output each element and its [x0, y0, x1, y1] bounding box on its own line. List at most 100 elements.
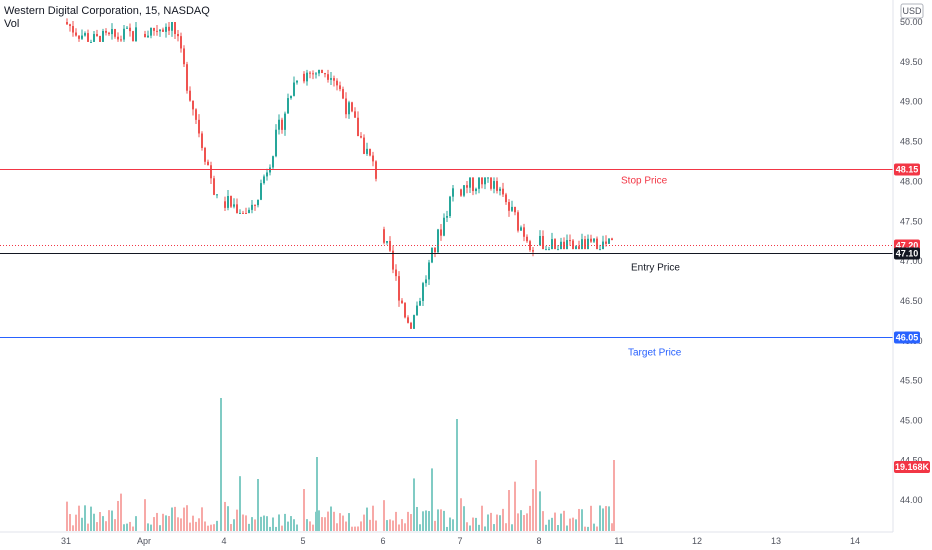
entry-price-label: Entry Price — [631, 263, 680, 274]
volume-bar — [587, 526, 589, 531]
volume-bar — [419, 524, 421, 531]
volume-bar — [460, 498, 462, 531]
candle-body — [502, 188, 504, 195]
candle-body — [472, 177, 474, 192]
candle-body — [542, 236, 544, 250]
candle-body — [584, 239, 586, 250]
volume-bar — [114, 519, 116, 531]
volume-bar — [102, 516, 104, 531]
candle-body — [578, 246, 580, 250]
candle-body — [159, 29, 161, 32]
price-axis[interactable]: 44.0044.5045.0045.5046.0046.5047.0047.50… — [900, 17, 923, 505]
candle-body — [242, 212, 244, 214]
volume-bar — [605, 506, 607, 531]
volume-bar — [309, 521, 311, 531]
volume-bar — [514, 481, 516, 531]
volume-legend[interactable]: Vol — [4, 18, 20, 30]
candle-body — [81, 35, 83, 39]
price-tick-label: 45.00 — [900, 416, 923, 426]
volume-bar — [563, 510, 565, 531]
svg-text:46.05: 46.05 — [896, 333, 919, 343]
volume-bar — [452, 519, 454, 531]
volume-bar — [318, 510, 320, 531]
candle-body — [239, 212, 241, 214]
volume-bar — [210, 524, 212, 531]
volume-bar — [511, 524, 513, 531]
volume-bar — [410, 514, 412, 531]
candle-body — [284, 113, 286, 130]
volume-bar — [251, 517, 253, 531]
candle-body — [413, 315, 415, 329]
volume-bar — [560, 513, 562, 531]
volume-bar — [478, 524, 480, 531]
candle-body — [123, 28, 125, 40]
price-tick-label: 48.00 — [900, 176, 923, 186]
volume-bar — [493, 524, 495, 531]
candle-body — [114, 29, 116, 37]
candle-body — [108, 32, 110, 35]
candle-body — [572, 240, 574, 250]
candle-body — [189, 90, 191, 101]
target-price-tag: 46.05 — [894, 331, 920, 344]
target-price-label: Target Price — [628, 348, 682, 359]
volume-bar — [186, 505, 188, 531]
volume-bar — [422, 511, 424, 531]
candle-body — [227, 196, 229, 208]
candle-body — [529, 241, 531, 251]
candle-body — [566, 240, 568, 250]
volume-bar — [156, 512, 158, 531]
candle-body — [162, 29, 164, 32]
candle-body — [557, 249, 559, 251]
volume-bar — [487, 514, 489, 531]
candle-body — [272, 156, 274, 168]
volume-bar — [566, 525, 568, 531]
volume-bar — [330, 506, 332, 531]
volume-bar — [93, 513, 95, 531]
time-axis[interactable]: 31 Apr 4 5 6 7 8 11 12 13 14 — [61, 536, 860, 546]
volume-bar — [443, 510, 445, 531]
candle-body — [75, 32, 77, 36]
candle-body — [523, 227, 525, 237]
volume-bar — [357, 526, 359, 531]
volume-bar — [284, 513, 286, 531]
time-tick-label: 5 — [300, 536, 305, 546]
candle-body — [437, 229, 439, 253]
candle-body — [339, 85, 341, 90]
candle-body — [404, 303, 406, 318]
volume-bar — [532, 489, 534, 531]
volume-bar — [192, 515, 194, 531]
volume-bar — [263, 515, 265, 531]
volume-bar — [481, 505, 483, 531]
volume-bar — [539, 491, 541, 531]
candle-body — [520, 227, 522, 231]
symbol-title[interactable]: Western Digital Corporation, 15, NASDAQ — [4, 5, 210, 17]
volume-bar — [557, 525, 559, 531]
candle-body — [78, 35, 80, 39]
volume-bar — [105, 521, 107, 531]
price-tick-label: 44.00 — [900, 495, 923, 505]
volume-bar — [327, 511, 329, 531]
candle-body — [372, 155, 374, 162]
candle-body — [186, 64, 188, 91]
candle-body — [72, 26, 74, 33]
candle-body — [263, 176, 265, 184]
volume-bar — [111, 510, 113, 531]
volume-bar — [502, 508, 504, 531]
volume-bar — [526, 513, 528, 531]
volume-bar — [81, 517, 83, 531]
time-tick-label: 11 — [614, 536, 623, 546]
candle-body — [120, 39, 122, 41]
candle-body — [401, 300, 403, 304]
price-tick-label: 46.50 — [900, 296, 923, 306]
candle-body — [327, 74, 329, 80]
candle-body — [440, 229, 442, 236]
candle-body — [174, 22, 176, 35]
volume-bar — [147, 523, 149, 531]
candle-body — [551, 239, 553, 250]
volume-bar — [339, 513, 341, 531]
candle-body — [132, 31, 134, 42]
volume-bar — [572, 517, 574, 531]
volume-bar — [306, 519, 308, 531]
currency-box — [900, 3, 924, 19]
